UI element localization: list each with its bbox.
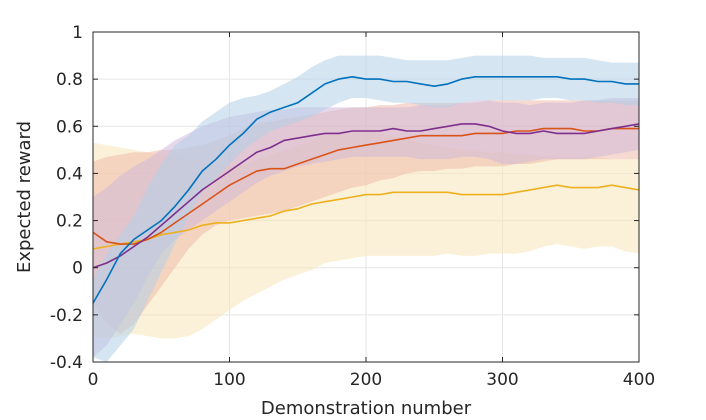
x-tick-label: 200 xyxy=(350,370,382,390)
confidence-bands xyxy=(93,55,639,362)
y-tick-label: 0.6 xyxy=(56,117,83,137)
y-tick-label: 0.2 xyxy=(56,212,83,232)
y-tick-label: 1 xyxy=(72,23,83,43)
series-line-1 xyxy=(92,76,639,304)
series-line-4 xyxy=(92,123,640,269)
y-tick-label: 0.4 xyxy=(56,164,83,184)
x-axis-ticks: 0 100 200 300 400 xyxy=(88,32,655,390)
y-tick-label: 0 xyxy=(72,259,83,279)
x-tick-label: 100 xyxy=(213,370,245,390)
x-tick-label: 0 xyxy=(88,370,99,390)
x-tick-label: 300 xyxy=(486,370,518,390)
confidence-band-1 xyxy=(93,55,639,362)
series-line-3 xyxy=(92,184,640,250)
y-tick-label: 0.8 xyxy=(56,70,83,90)
x-tick-label: 400 xyxy=(623,370,655,390)
y-axis-label: Expected reward xyxy=(14,121,35,273)
series-line-2 xyxy=(92,127,639,245)
y-axis-ticks: -0.4 -0.2 0 0.2 0.4 0.6 0.8 1 xyxy=(50,23,639,373)
y-tick-label: -0.2 xyxy=(50,306,83,326)
x-axis-label: Demonstration number xyxy=(261,398,472,419)
series-lines xyxy=(92,76,640,304)
y-tick-label: -0.4 xyxy=(50,353,83,373)
